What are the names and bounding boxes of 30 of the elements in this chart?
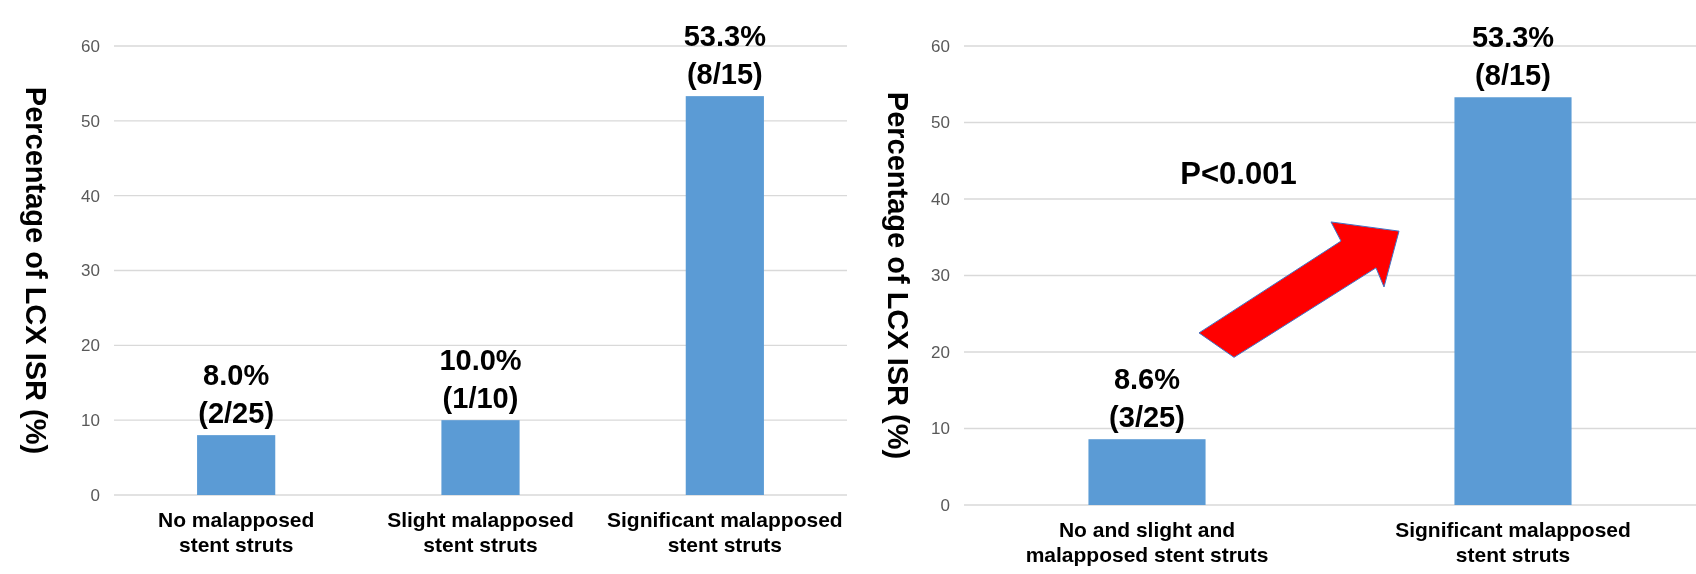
data-label: 53.3% (8/15): [1471, 21, 1555, 92]
y-tick-label: 10: [931, 419, 950, 439]
y-tick-label: 60: [81, 36, 100, 56]
x-tick-label: Slight malapposed stent struts: [387, 508, 574, 556]
bar: [685, 96, 764, 495]
x-tick-label: No malapposed stent struts: [157, 508, 315, 556]
y-tick-label: 50: [931, 113, 950, 133]
y-tick-label: 10: [81, 411, 100, 431]
data-label: 8.6% (3/25): [1109, 363, 1185, 434]
data-label: 10.0% (1/10): [439, 344, 522, 415]
x-tick-label: Significant malapposed stent struts: [1395, 518, 1631, 566]
annotation: P<0.001: [1180, 155, 1297, 191]
y-tick-label: 30: [931, 266, 950, 286]
data-label: 8.0% (2/25): [198, 359, 275, 430]
y-tick-label: 20: [81, 336, 100, 356]
y-tick-label: 0: [90, 485, 100, 505]
y-tick-label: 50: [81, 111, 100, 131]
y-tick-label: 60: [931, 36, 950, 56]
bar: [197, 435, 276, 495]
data-label: 53.3% (8/15): [683, 20, 767, 91]
x-tick-label: Significant malapposed stent struts: [606, 508, 843, 556]
y-tick-label: 40: [81, 186, 100, 206]
y-tick-label: 0: [940, 495, 950, 515]
x-tick-label: No and slight and malapposed stent struts: [1025, 518, 1269, 566]
y-tick-label: 30: [81, 261, 100, 281]
y-axis-title: Percentage of LCX ISR (%): [20, 86, 52, 455]
bar: [441, 420, 520, 495]
y-tick-label: 20: [931, 342, 950, 362]
y-tick-label: 40: [931, 189, 950, 209]
y-axis-title: Percentage of LCX ISR (%): [882, 91, 914, 460]
